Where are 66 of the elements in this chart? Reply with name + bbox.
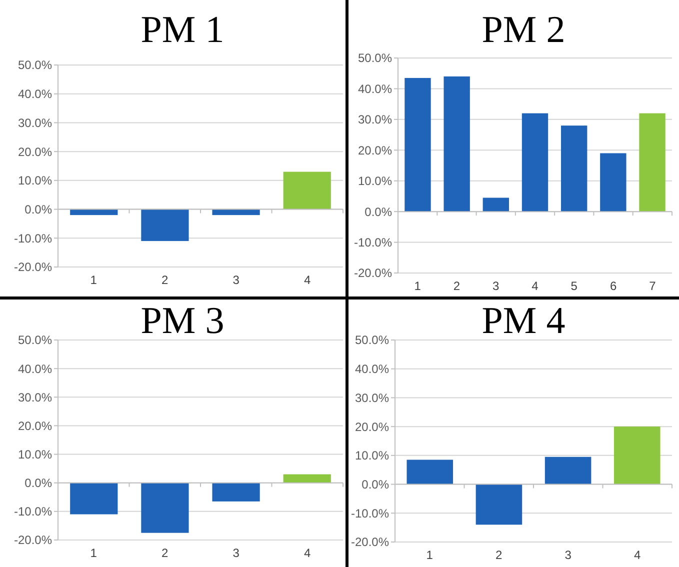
y-tick-label: 50.0% <box>358 51 392 66</box>
y-tick-label: 10.0% <box>358 174 392 188</box>
bar <box>560 126 588 212</box>
y-tick-label: 40.0% <box>354 362 390 376</box>
x-tick-label: 4 <box>304 546 312 560</box>
x-tick-label: 1 <box>90 273 98 287</box>
chart-title: PM 4 <box>482 300 566 342</box>
y-tick-label: 20.0% <box>18 144 52 159</box>
x-tick-label: 3 <box>564 548 572 562</box>
bar <box>406 460 454 484</box>
y-tick-label: 0.0% <box>24 476 52 490</box>
x-tick-label: 3 <box>232 273 240 287</box>
y-tick-label: 0.0% <box>364 204 392 219</box>
y-tick-label: 50.0% <box>18 333 52 348</box>
x-tick-label: 1 <box>90 546 98 560</box>
bar <box>404 78 431 212</box>
x-tick-label: 4 <box>532 279 539 293</box>
x-tick-label: 6 <box>610 279 617 293</box>
bar <box>444 76 470 212</box>
y-tick-label: 30.0% <box>358 112 392 127</box>
x-tick-label: 2 <box>162 546 169 560</box>
bar <box>476 484 522 525</box>
y-tick-label: 10.0% <box>18 447 52 462</box>
y-tick-label: 30.0% <box>18 390 52 404</box>
x-tick-label: 2 <box>453 279 460 293</box>
x-tick-label: 7 <box>649 279 656 293</box>
y-tick-label: -20.0% <box>350 535 390 550</box>
bar <box>522 113 548 212</box>
y-tick-label: 40.0% <box>18 87 52 102</box>
x-tick-label: 3 <box>232 546 240 560</box>
bar <box>600 153 626 212</box>
y-tick-label: -10.0% <box>14 231 52 246</box>
y-tick-label: -10.0% <box>14 504 52 519</box>
y-tick-label: -20.0% <box>14 533 52 548</box>
bar <box>614 426 660 484</box>
y-tick-label: -20.0% <box>14 260 52 274</box>
x-tick-label: 3 <box>492 279 500 293</box>
y-tick-label: 40.0% <box>18 362 52 376</box>
x-tick-label: 2 <box>162 273 169 287</box>
y-tick-label: 0.0% <box>24 202 52 216</box>
chart-title: PM 2 <box>482 9 566 51</box>
chart-title: PM 1 <box>140 9 224 51</box>
y-tick-label: -10.0% <box>354 235 392 250</box>
y-tick-label: 40.0% <box>358 82 392 96</box>
x-tick-label: 4 <box>634 548 642 562</box>
y-tick-label: 30.0% <box>18 116 52 130</box>
x-tick-label: 1 <box>414 279 422 293</box>
y-tick-label: 20.0% <box>354 420 390 434</box>
y-tick-label: 20.0% <box>18 418 52 433</box>
y-tick-label: -10.0% <box>350 506 390 520</box>
chart-title: PM 3 <box>140 300 224 342</box>
bar <box>639 113 666 212</box>
y-tick-label: 10.0% <box>354 448 390 463</box>
bar <box>544 456 592 484</box>
y-tick-label: 50.0% <box>354 333 390 348</box>
x-tick-label: 1 <box>426 548 434 562</box>
y-tick-label: -20.0% <box>354 266 392 280</box>
y-tick-label: 50.0% <box>18 58 52 72</box>
y-tick-label: 20.0% <box>358 143 392 158</box>
bar <box>482 198 510 212</box>
y-tick-label: 0.0% <box>362 477 390 492</box>
y-tick-label: 10.0% <box>18 174 52 188</box>
x-tick-label: 4 <box>304 273 312 287</box>
y-tick-label: 30.0% <box>354 390 390 405</box>
x-tick-label: 5 <box>570 279 578 293</box>
x-tick-label: 2 <box>496 548 503 562</box>
